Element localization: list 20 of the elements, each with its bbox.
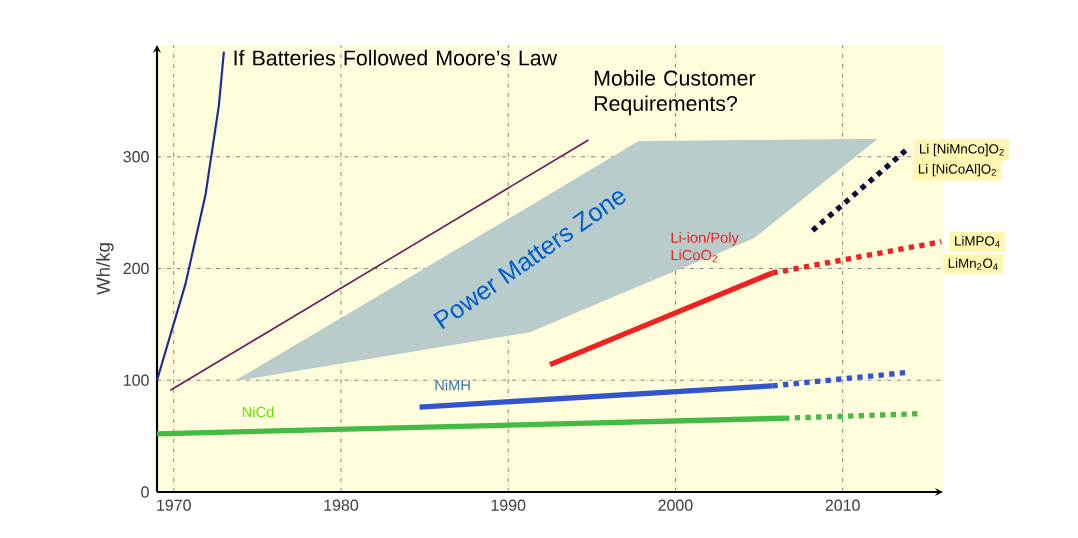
- series-label: NiMH: [435, 379, 470, 391]
- line-series: [155, 50, 225, 382]
- y-tick-label: 300: [123, 151, 149, 163]
- x-tick-label: 1970: [157, 499, 191, 511]
- series-label: LiMPO$_{4}$: [955, 235, 1000, 248]
- series-label: Li [NiMnCo]O$_{2}$: [920, 143, 1004, 157]
- x-tick-label: 2000: [658, 499, 693, 511]
- y-axis-title: Wh/kg: [96, 243, 114, 295]
- series-label: If Batteries Followed Moore’s Law: [234, 49, 558, 66]
- x-tick-label: 2010: [825, 499, 860, 511]
- y-tick-label: 100: [123, 374, 149, 386]
- annotation: Li [NiCoAl]O$_{2}$: [918, 163, 996, 177]
- series-label: Mobile Customer Requirements?: [594, 70, 756, 116]
- y-tick-label: 0: [141, 486, 149, 498]
- x-tick-label: 1980: [324, 499, 359, 511]
- x-tick-label: 1990: [491, 499, 526, 511]
- series-label: NiCd: [242, 406, 274, 418]
- text: LiMn$_{2}$O$_{4}$: [948, 258, 998, 270]
- series-label: Li-ion/Poly LiCoO$_{2}$: [671, 232, 739, 263]
- y-tick-label: 200: [123, 262, 149, 275]
